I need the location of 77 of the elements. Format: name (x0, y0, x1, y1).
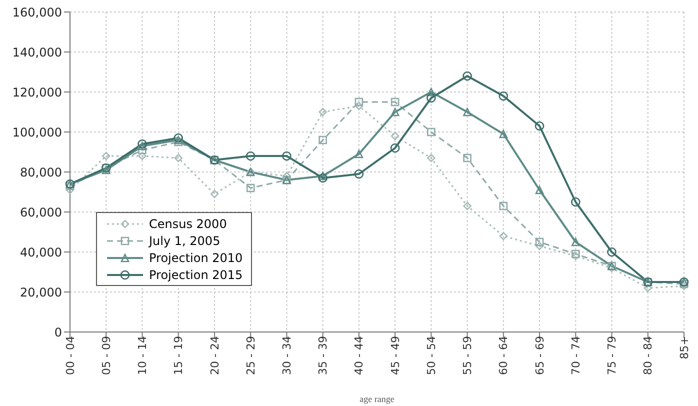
point (354, 98, 364, 106)
x-tick-label: 10 - 14 (136, 336, 150, 375)
point (138, 142, 146, 150)
point (463, 108, 472, 116)
x-tick-label: 70 - 74 (569, 336, 582, 375)
point (102, 152, 110, 160)
point (318, 173, 328, 183)
point (174, 138, 183, 146)
point (499, 130, 508, 138)
x-tick-label: 85+ (678, 336, 691, 360)
point (607, 247, 616, 257)
point (390, 132, 400, 140)
point (499, 232, 508, 240)
x-tick-label: 25 - 29 (244, 336, 258, 375)
legend-label: July 1, 2005 (149, 234, 220, 248)
point (318, 108, 327, 116)
x-tick-label: 35 - 39 (316, 336, 330, 375)
point (499, 202, 508, 210)
point (318, 172, 327, 180)
legend-label: Projection 2015 (149, 268, 243, 282)
x-tick-label: 55 - 59 (461, 336, 474, 375)
point (535, 242, 544, 250)
point (427, 128, 436, 136)
point (427, 154, 436, 162)
x-tick-label: 45 - 49 (388, 336, 402, 375)
x-tick-label: 20 - 24 (208, 336, 222, 375)
x-tick-label: 50 - 54 (424, 336, 438, 375)
y-tick-label: 0 (54, 325, 62, 340)
point (246, 184, 255, 192)
x-tick-label: 80 - 84 (642, 336, 655, 375)
point (535, 238, 544, 246)
point (644, 284, 652, 292)
x-tick-label: 30 - 34 (280, 336, 294, 375)
point (427, 88, 436, 96)
legend-label: Census 2000 (149, 216, 227, 230)
y-tick-label: 20,000 (20, 285, 62, 300)
x-axis-title: age range (360, 394, 394, 404)
point (463, 154, 472, 162)
y-tick-label: 40,000 (20, 245, 62, 260)
point (138, 146, 146, 154)
x-tick-label: 15 - 19 (172, 336, 186, 375)
point (571, 238, 580, 246)
y-tick-label: 100,000 (12, 125, 62, 140)
point (282, 151, 292, 161)
point (210, 190, 219, 198)
point (282, 172, 291, 180)
x-tick-label: 00 - 04 (64, 336, 77, 375)
y-tick-label: 60,000 (20, 205, 62, 220)
y-tick-label: 80,000 (20, 165, 62, 180)
point (390, 108, 400, 116)
x-tick-label: 05 - 09 (100, 336, 113, 375)
y-tick-label: 160,000 (12, 5, 62, 20)
x-tick-label: 40 - 44 (352, 336, 366, 375)
point (390, 143, 400, 153)
point (66, 182, 74, 190)
point (534, 121, 544, 131)
point (66, 186, 74, 194)
point (354, 150, 364, 158)
y-tick-label: 140,000 (12, 45, 62, 60)
point (462, 71, 472, 81)
point (426, 93, 436, 103)
point (463, 202, 472, 210)
point (354, 169, 364, 179)
point (246, 151, 256, 161)
point (390, 98, 400, 106)
point (138, 152, 146, 160)
point (354, 102, 364, 110)
point (570, 197, 580, 207)
x-tick-label: 60 - 64 (497, 336, 510, 375)
point (535, 186, 544, 194)
point (174, 154, 183, 162)
point (498, 91, 508, 101)
legend-label: Projection 2010 (149, 250, 243, 264)
x-tick-label: 75 - 79 (606, 336, 619, 375)
x-tick-label: 65 - 69 (533, 336, 546, 375)
point (318, 136, 327, 144)
y-tick-label: 120,000 (12, 85, 62, 100)
